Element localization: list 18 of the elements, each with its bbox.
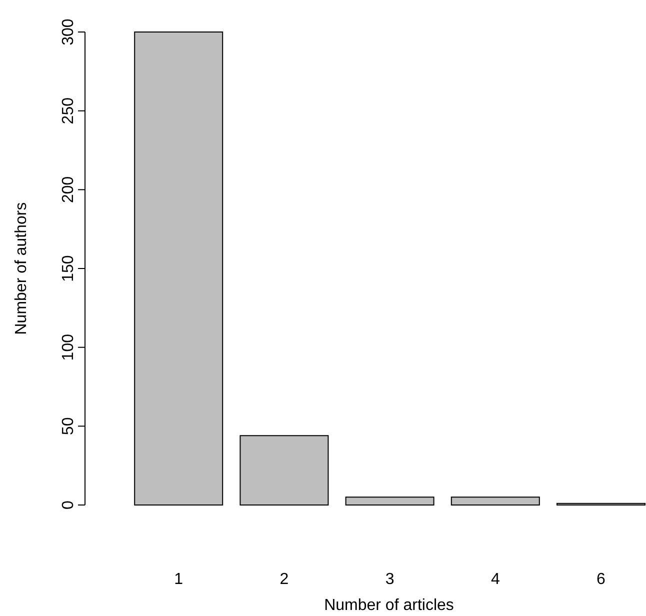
bar xyxy=(134,32,224,506)
x-tick-label: 4 xyxy=(490,571,500,588)
x-tick-label: 1 xyxy=(174,571,184,588)
x-tick-label: 3 xyxy=(385,571,394,588)
bar xyxy=(240,435,329,506)
y-tick-label: 0 xyxy=(60,500,77,510)
bar xyxy=(345,496,434,506)
y-tick-label: 150 xyxy=(60,255,77,282)
y-tick-label: 300 xyxy=(60,18,77,46)
y-tick-label: 100 xyxy=(60,334,77,361)
y-axis-title: Number of authors xyxy=(13,202,30,335)
y-tick-label: 200 xyxy=(60,176,77,204)
y-tick-label: 50 xyxy=(60,417,77,436)
bar xyxy=(450,496,540,506)
y-tick-label: 250 xyxy=(60,97,77,124)
x-tick-label: 6 xyxy=(596,571,606,588)
x-axis-title: Number of articles xyxy=(324,597,454,614)
x-tick-label: 2 xyxy=(280,571,289,588)
